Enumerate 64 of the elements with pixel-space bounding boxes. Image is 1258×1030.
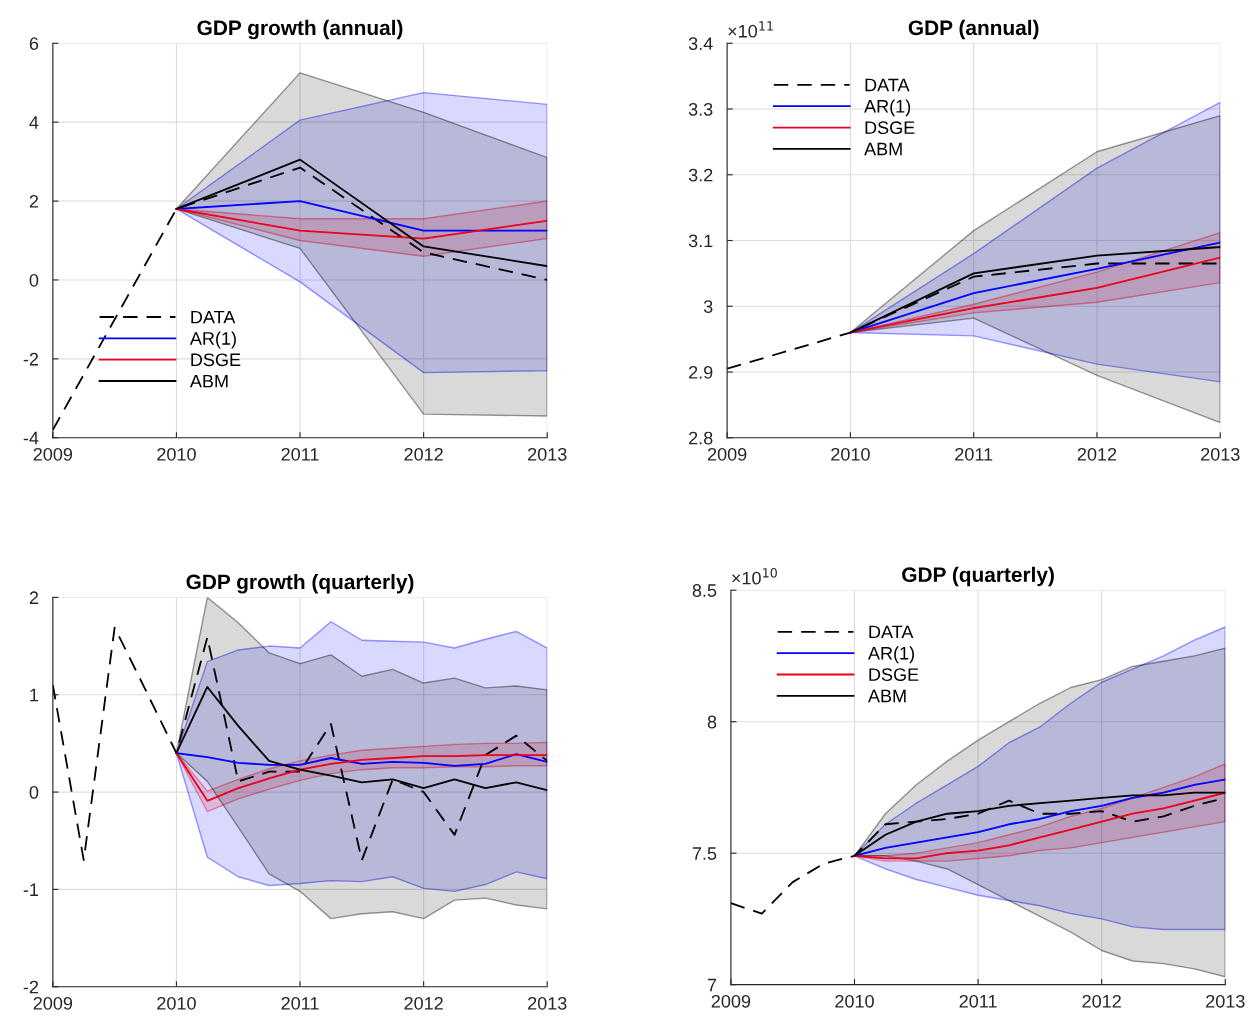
legend-label: AR(1) (867, 646, 914, 664)
text: ×10$^{10}$ (732, 568, 777, 585)
x-tick-label: 2012 (1082, 994, 1121, 1008)
y-tick-label: 6 (29, 37, 39, 50)
x-tick-label: 2012 (1077, 447, 1117, 461)
x-tick-label: 2012 (404, 447, 443, 461)
legend-label: ABM (867, 689, 906, 703)
y-tick-label: 3.3 (688, 102, 713, 116)
y-tick-label: 7 (707, 978, 717, 992)
line-series (175, 208, 548, 240)
x-tick-label: 2013 (528, 447, 567, 461)
y-tick-label: 2 (29, 591, 39, 604)
x-tick-label: 2009 (33, 996, 73, 1010)
legend-label: DATA (191, 310, 236, 324)
x-tick-label: 2009 (707, 447, 747, 461)
y-tick-label: 2.9 (689, 365, 713, 379)
x-tick-label: 2013 (1201, 447, 1240, 461)
x-tick-label: 2013 (1206, 994, 1245, 1008)
y-tick-label: 7.5 (692, 847, 717, 860)
y-tick-label: 3.1 (688, 234, 713, 248)
legend-label: AR(1) (189, 331, 236, 349)
legend-label: AR(1) (864, 99, 911, 117)
y-tick-label: 2 (29, 194, 39, 208)
y-tick-label: 3.4 (688, 37, 713, 50)
legend-label: DSGE (865, 121, 915, 135)
y-tick-label: -2 (23, 352, 39, 366)
legend-label: DSGE (869, 668, 919, 681)
x-tick-label: 2011 (281, 996, 319, 1010)
x-tick-label: 2011 (955, 447, 993, 461)
x-tick-label: 2010 (157, 447, 196, 461)
x-tick-label: 2011 (281, 447, 319, 461)
line-series (175, 752, 548, 802)
legend-label: ABM (189, 374, 228, 388)
legend-label: DATA (869, 625, 914, 639)
y-tick-label: 8 (707, 715, 717, 729)
line-series (175, 752, 548, 767)
y-tick-label: 0 (29, 273, 39, 287)
legend-label: DSGE (191, 353, 241, 367)
legend-label: ABM (864, 142, 902, 156)
x-tick-label: 2009 (711, 994, 751, 1008)
chart-title: GDP (annual) (908, 19, 1039, 40)
x-tick-label: 2013 (528, 996, 567, 1010)
chart-title: GDP growth (annual) (197, 19, 403, 40)
line-series (52, 626, 548, 862)
y-tick-label: -4 (23, 431, 39, 445)
legend-label: DATA (865, 78, 910, 92)
y-tick-label: 3.2 (688, 168, 713, 182)
y-tick-label: -1 (23, 883, 39, 896)
y-tick-label: 2.8 (689, 431, 713, 445)
y-tick-label: -2 (23, 980, 39, 994)
x-tick-label: 2010 (157, 996, 196, 1010)
x-tick-label: 2012 (404, 996, 443, 1010)
y-tick-label: 1 (30, 688, 39, 702)
chart-title: GDP growth (quarterly) (186, 573, 414, 594)
text: ×10$^{11}$ (728, 21, 773, 38)
y-tick-label: 3 (703, 300, 713, 313)
x-tick-label: 2011 (959, 994, 997, 1008)
y-tick-label: 4 (29, 116, 39, 129)
y-tick-label: 0 (29, 786, 39, 799)
y-tick-label: 8.5 (692, 584, 717, 597)
x-tick-label: 2009 (33, 447, 73, 461)
x-tick-label: 2010 (831, 447, 870, 461)
x-tick-label: 2010 (835, 994, 874, 1008)
chart-title: GDP (quarterly) (902, 566, 1054, 587)
